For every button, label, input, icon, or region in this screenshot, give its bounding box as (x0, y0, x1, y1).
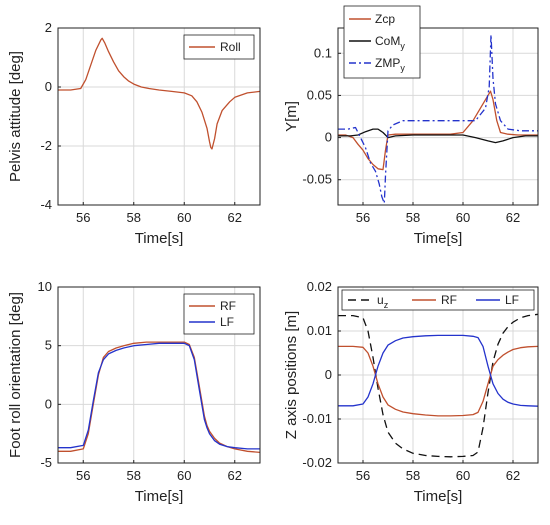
x-tick-label: 62 (228, 210, 242, 225)
x-tick-label: 60 (177, 210, 191, 225)
x-axis-label: Time[s] (135, 488, 184, 505)
series-line-2-3 (338, 34, 538, 204)
y-tick-label: 0 (325, 367, 332, 382)
y-tick-label: -5 (40, 455, 52, 470)
y-tick-label: -0.05 (302, 172, 332, 187)
series-line-4-1 (338, 313, 538, 458)
legend-label: RF (441, 293, 457, 307)
x-tick-label: 58 (127, 468, 141, 483)
x-tick-label: 56 (76, 468, 90, 483)
x-tick-label: 60 (456, 468, 470, 483)
x-tick-label: 58 (406, 210, 420, 225)
y-axis-label: Pelvis attitude [deg] (7, 51, 24, 182)
y-tick-label: -0.01 (302, 411, 332, 426)
y-tick-label: 0.01 (307, 323, 332, 338)
x-tick-label: 56 (356, 210, 370, 225)
series-line-2-1 (338, 90, 538, 171)
series-line-2-2 (338, 128, 538, 144)
x-tick-label: 62 (506, 468, 520, 483)
legend-label: LF (505, 293, 519, 307)
legend-label: Zcp (375, 12, 395, 26)
y-tick-label: 10 (38, 279, 52, 294)
y-tick-label: -0.02 (302, 455, 332, 470)
legend-label: CoMy (375, 34, 405, 51)
y-tick-label: 0.05 (307, 87, 332, 102)
y-tick-label: 0.1 (314, 45, 332, 60)
chart-panel-3: 56 58 60 62 -5 0 5 10 Time[s] Foot roll orientati… (7, 279, 261, 505)
legend-label: LF (220, 315, 234, 329)
x-tick-label: 56 (76, 210, 90, 225)
legend-label: uz (377, 293, 389, 310)
axes-frame (337, 27, 539, 206)
y-tick-label: -2 (40, 138, 52, 153)
legend: Zcp CoMy ZMPy (343, 5, 421, 79)
series-line-4-2 (338, 345, 538, 417)
legend-label: RF (220, 299, 236, 313)
chart-panel-4: 56 58 60 62 -0.02 -0.01 0 0.01 0.02 Time[s] Z axis… (283, 279, 539, 505)
x-tick-label: 62 (506, 210, 520, 225)
x-tick-label: 56 (356, 468, 370, 483)
legend: uz RF LF (341, 289, 535, 311)
series-line-1-1 (58, 37, 260, 150)
x-tick-label: 60 (456, 210, 470, 225)
x-tick-label: 62 (228, 468, 242, 483)
legend-label: ZMPy (375, 56, 405, 73)
y-tick-label: -4 (40, 197, 52, 212)
y-tick-label: 2 (45, 20, 52, 35)
y-tick-label: 0 (325, 130, 332, 145)
x-axis-label: Time[s] (414, 488, 463, 505)
y-axis-label: Foot roll orientation [deg] (7, 292, 24, 458)
axes-frame (57, 27, 261, 206)
x-axis-label: Time[s] (414, 230, 463, 247)
series-line-3-2 (58, 342, 260, 450)
legend: Roll (183, 34, 255, 60)
legend: RF LF (183, 293, 255, 335)
x-tick-label: 58 (127, 210, 141, 225)
chart-panel-1: 56 58 60 62 -4 -2 0 2 Time[s] Pelvis attitude [de… (7, 20, 261, 247)
y-tick-label: 5 (45, 338, 52, 353)
y-tick-label: 0 (45, 79, 52, 94)
y-axis-label: Z axis positions [m] (283, 311, 300, 439)
axes-frame (57, 286, 261, 464)
series-line-4-3 (338, 334, 538, 407)
x-tick-label: 58 (406, 468, 420, 483)
x-axis-label: Time[s] (135, 230, 184, 247)
y-tick-label: 0.02 (307, 279, 332, 294)
y-tick-label: 0 (45, 396, 52, 411)
chart-panel-2: 56 58 60 62-0.0500.050.1Time[s]Y[m]ZcpCoMyZ… (283, 5, 539, 247)
x-tick-label: 60 (177, 468, 191, 483)
y-axis-label: Y[m] (283, 101, 300, 132)
legend-label: Roll (220, 40, 241, 54)
